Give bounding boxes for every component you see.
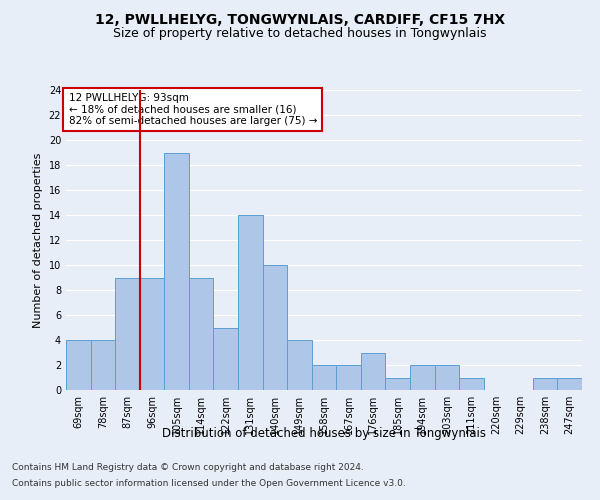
Text: Contains public sector information licensed under the Open Government Licence v3: Contains public sector information licen… <box>12 478 406 488</box>
Bar <box>434 365 459 390</box>
Text: 12 PWLLHELYG: 93sqm
← 18% of detached houses are smaller (16)
82% of semi-detach: 12 PWLLHELYG: 93sqm ← 18% of detached ho… <box>68 93 317 126</box>
Bar <box>410 365 434 390</box>
Text: 12, PWLLHELYG, TONGWYNLAIS, CARDIFF, CF15 7HX: 12, PWLLHELYG, TONGWYNLAIS, CARDIFF, CF1… <box>95 12 505 26</box>
Bar <box>189 278 214 390</box>
Bar <box>287 340 312 390</box>
Text: Distribution of detached houses by size in Tongwynlais: Distribution of detached houses by size … <box>162 428 486 440</box>
Bar <box>557 378 582 390</box>
Bar <box>164 152 189 390</box>
Bar <box>533 378 557 390</box>
Bar <box>214 328 238 390</box>
Text: Size of property relative to detached houses in Tongwynlais: Size of property relative to detached ho… <box>113 28 487 40</box>
Text: Contains HM Land Registry data © Crown copyright and database right 2024.: Contains HM Land Registry data © Crown c… <box>12 464 364 472</box>
Bar <box>361 352 385 390</box>
Bar <box>336 365 361 390</box>
Bar <box>140 278 164 390</box>
Bar <box>459 378 484 390</box>
Bar <box>263 265 287 390</box>
Y-axis label: Number of detached properties: Number of detached properties <box>33 152 43 328</box>
Bar <box>115 278 140 390</box>
Bar <box>385 378 410 390</box>
Bar <box>312 365 336 390</box>
Bar <box>66 340 91 390</box>
Bar <box>91 340 115 390</box>
Bar <box>238 215 263 390</box>
